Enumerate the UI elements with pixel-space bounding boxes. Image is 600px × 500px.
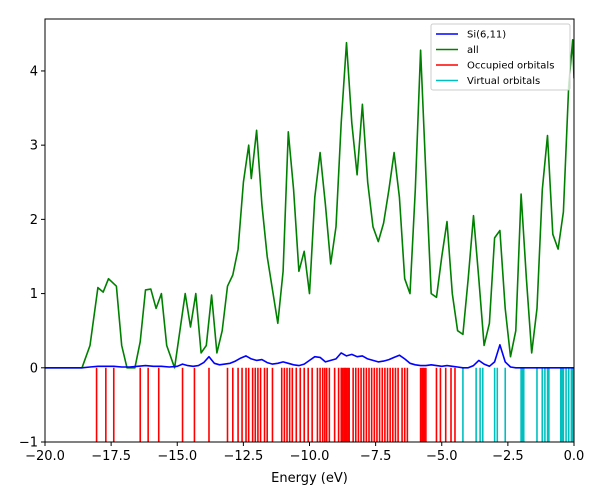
series-layer <box>45 39 574 442</box>
legend-box <box>430 23 571 91</box>
x-tick-label: −10.0 <box>290 449 330 464</box>
series-all-line <box>45 39 574 369</box>
legend-label: all <box>467 45 479 56</box>
x-tick-label: 0.0 <box>564 449 585 464</box>
x-tick-label: −20.0 <box>25 449 65 464</box>
legend-label: Virtual orbitals <box>467 76 540 87</box>
legend-item-all: all <box>436 45 479 56</box>
x-tick-label: −2.5 <box>492 449 524 464</box>
y-tick-label: 2 <box>30 213 38 228</box>
legend-item-virtual-orbitals: Virtual orbitals <box>436 76 540 87</box>
x-tick-label: −17.5 <box>91 449 131 464</box>
series-virtual-orbitals <box>462 367 574 442</box>
legend-item-occupied-orbitals: Occupied orbitals <box>436 61 554 72</box>
y-tick-label: −1 <box>19 436 38 451</box>
x-tick-label: −5.0 <box>426 449 458 464</box>
y-tick-label: 4 <box>30 64 38 79</box>
x-axis-label: Energy (eV) <box>271 471 348 486</box>
y-tick-label: 0 <box>30 361 38 376</box>
x-axis: −20.0 −17.5 −15.0 −12.5 −10.0 −7.5 −5.0 −2.5 0.0 <box>25 442 584 464</box>
series-si-6-11-line <box>45 344 574 369</box>
y-tick-label: 1 <box>30 287 38 302</box>
series-occupied-orbitals <box>95 367 456 442</box>
legend-label: Si(6,11) <box>467 30 506 41</box>
x-tick-label: −15.0 <box>157 449 197 464</box>
legend-label: Occupied orbitals <box>467 61 554 72</box>
legend-item-si-6-11: Si(6,11) <box>436 30 506 41</box>
x-tick-label: −12.5 <box>223 449 263 464</box>
y-axis: −1 0 1 2 3 4 <box>19 64 45 451</box>
legend: Si(6,11) all Occupied orbitals Virtual orbi… <box>430 23 571 91</box>
x-tick-label: −7.5 <box>360 449 392 464</box>
y-tick-label: 3 <box>30 139 38 154</box>
